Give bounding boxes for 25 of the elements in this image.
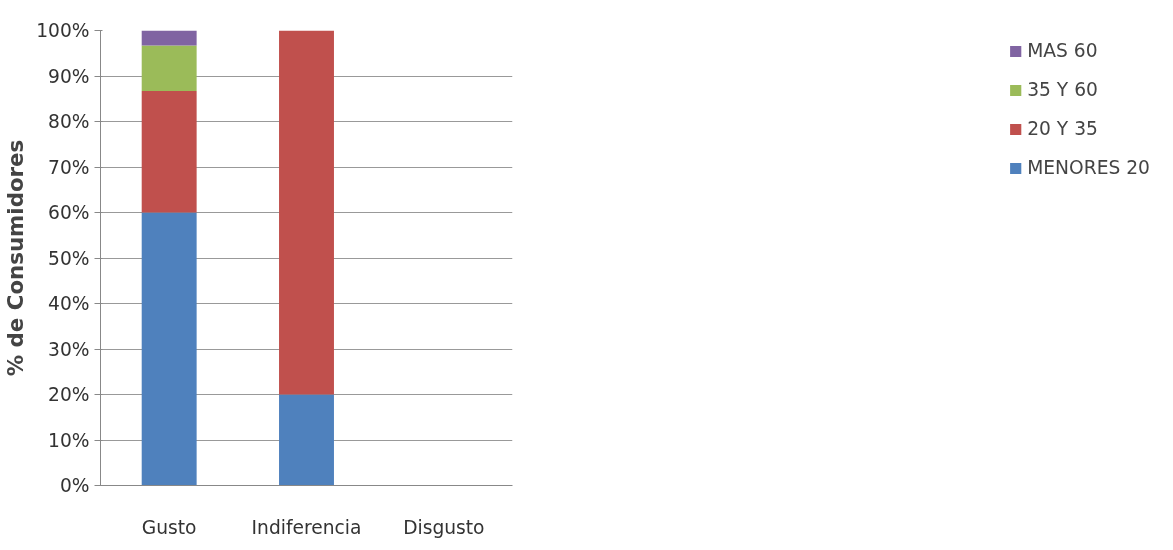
y-tick-label: 30% — [48, 338, 90, 360]
bar — [279, 30, 334, 395]
bar — [141, 30, 197, 46]
y-tick-label: 60% — [48, 202, 90, 223]
legend-label: MENORES 20 — [1027, 157, 1150, 178]
legend-label: 20 Y 35 — [1027, 118, 1098, 139]
y-tick-label: 10% — [48, 429, 90, 451]
y-tick-label: 50% — [48, 247, 90, 269]
bar — [141, 212, 197, 486]
y-tick-label: 80% — [48, 111, 90, 132]
y-axis-title: % de Consumidores — [3, 139, 29, 377]
y-tick-label: 70% — [48, 156, 90, 178]
y-tick-label: 90% — [48, 65, 90, 87]
y-tick-label: 100% — [36, 20, 90, 41]
x-tick-label: Gusto — [141, 516, 197, 538]
y-tick-label: 0% — [59, 475, 90, 496]
bar — [141, 91, 197, 213]
bar — [141, 45, 197, 92]
legend-label: 35 Y 60 — [1027, 79, 1098, 100]
bar — [279, 394, 334, 486]
x-tick-label: Indiferencia — [251, 516, 362, 538]
y-tick-label: 20% — [48, 384, 90, 405]
x-tick-label: Disgusto — [403, 516, 485, 538]
legend-label: MAS 60 — [1027, 40, 1098, 61]
y-tick-label: 40% — [48, 293, 90, 314]
